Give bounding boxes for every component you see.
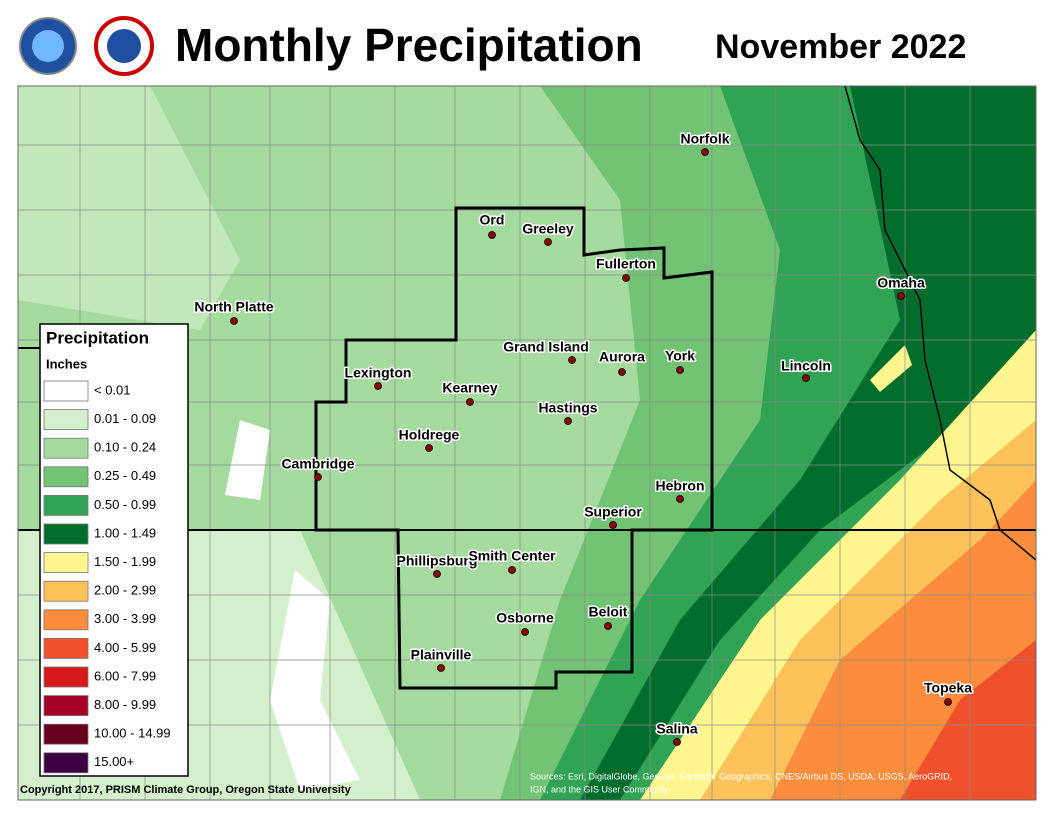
map-frame [17,85,1037,801]
legend-label: 0.50 - 0.99 [94,497,156,512]
city-dot [802,374,810,382]
city-label: Omaha [877,275,925,291]
city-dot [622,274,630,282]
legend-label: 6.00 - 7.99 [94,668,156,683]
period: November 2022 [715,28,966,66]
legend-title: Precipitation [46,328,149,347]
legend-label: 0.10 - 0.24 [94,440,156,455]
precip-band [270,570,360,790]
city-dot [564,417,572,425]
legend-swatch [43,666,89,688]
city-dot [701,148,709,156]
city-label: York [665,348,695,364]
legend-label: 3.00 - 3.99 [94,611,156,626]
city-dot [544,238,552,246]
city-label: Hastings [538,400,597,416]
legend-swatch [43,552,89,573]
legend-label: 1.50 - 1.99 [94,554,156,569]
city-dot [568,356,576,364]
city-label: Beloit [589,604,628,620]
legend-swatch [43,752,89,774]
legend-label: 2.00 - 2.99 [94,583,156,598]
city-label: Kearney [442,380,497,396]
cwa-boundary [314,206,714,690]
legend-label: 1.00 - 1.49 [94,525,156,540]
city-label: Cambridge [281,456,354,472]
city-label: Superior [584,504,642,520]
nws-logo-inner [107,29,141,63]
cities: Norfolk Ord Greeley Fullerton Omaha North Pla… [193,129,974,746]
city-dot [425,444,433,452]
city-label: Fullerton [596,256,656,272]
city-dot [508,566,516,574]
city-dot [466,398,474,406]
legend-swatch [43,466,89,488]
header: Monthly Precipitation November 2022 [19,16,966,76]
city-dot [314,473,322,481]
precip-band [18,86,240,330]
precip-band [900,640,1036,800]
city-label: Smith Center [468,548,556,564]
city-label: Plainville [411,647,472,663]
legend-swatch [43,723,89,745]
city-label: Greeley [522,221,574,237]
city-dot [673,738,681,746]
city-label: Lincoln [781,358,831,374]
city-dot [374,382,382,390]
city-label: Ord [480,212,505,228]
city-dot [521,628,529,636]
copyright: Copyright 2017, PRISM Climate Group, Ore… [20,784,352,796]
city-label: Topeka [924,680,972,696]
city-dot [609,521,617,529]
precip-band [580,86,1036,800]
legend: Precipitation Inches < 0.01 0.01 - 0.09 0.… [39,323,189,777]
legend-label: 8.00 - 9.99 [94,697,156,712]
precip-band [225,420,270,500]
city-label: Phillipsburg [397,553,478,569]
title: Monthly Precipitation [175,19,643,71]
legend-label: 4.00 - 5.99 [94,640,156,655]
city-dot [676,366,684,374]
legend-swatch [43,380,89,402]
legend-label: 15.00+ [94,754,134,769]
legend-swatch [43,523,89,545]
city-dot [897,292,905,300]
city-label: Norfolk [681,131,730,147]
city-label: Grand Island [503,339,589,355]
city-dot [676,495,684,503]
legend-swatch [43,494,89,516]
city-dot [618,368,626,376]
legend-label: 10.00 - 14.99 [94,726,171,741]
city-dot [944,698,952,706]
legend-swatch [43,580,89,602]
legend-label: 0.25 - 0.49 [94,468,156,483]
city-label: Osborne [496,610,554,626]
precip-band [870,345,912,392]
legend-swatch [43,437,89,459]
city-label: North Platte [194,299,274,315]
noaa-logo-inner [32,30,64,62]
legend-swatch [43,609,89,631]
city-label: Aurora [599,349,645,365]
city-label: Holdrege [399,427,460,443]
city-label: Lexington [345,365,412,381]
river-border [844,85,1037,561]
legend-swatch [43,409,89,431]
legend-swatch [43,695,89,716]
city-dot [437,664,445,672]
city-dot [433,570,441,578]
legend-label: 0.01 - 0.09 [94,411,156,426]
source-credit: Sources: Esri, DigitalGlobe, GeoEye, Ear… [530,771,952,781]
city-dot [488,231,496,239]
city-dot [604,622,612,630]
source-credit: IGN, and the GIS User Community [530,784,669,794]
city-label: Salina [656,721,697,737]
city-dot [230,317,238,325]
city-label: Hebron [656,478,705,494]
legend-label: < 0.01 [94,382,131,397]
legend-units: Inches [46,356,87,371]
legend-swatch [43,638,89,659]
